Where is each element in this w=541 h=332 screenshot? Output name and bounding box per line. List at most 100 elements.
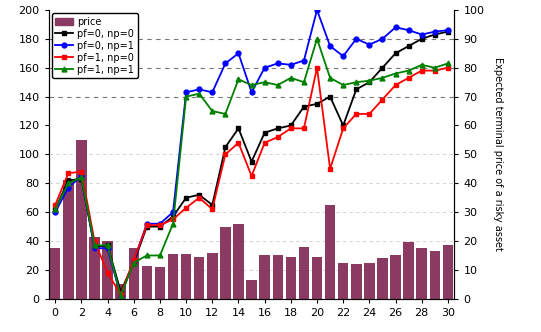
pf=1, np=0 xyxy=(314,66,320,70)
pf=0, np=1 xyxy=(327,44,333,48)
Bar xyxy=(233,224,243,299)
Bar xyxy=(404,242,414,299)
pf=1, np=1 xyxy=(340,83,346,87)
Bar xyxy=(390,256,401,299)
pf=0, np=1 xyxy=(52,210,58,214)
Bar xyxy=(246,280,257,299)
pf=1, np=0 xyxy=(78,170,84,174)
Bar xyxy=(351,264,361,299)
pf=1, np=0 xyxy=(170,217,176,221)
pf=1, np=0 xyxy=(288,126,294,130)
pf=1, np=0 xyxy=(196,196,202,200)
pf=0, np=0 xyxy=(261,131,268,135)
pf=0, np=0 xyxy=(78,177,84,181)
pf=1, np=1 xyxy=(78,176,84,180)
pf=0, np=1 xyxy=(130,259,137,263)
Bar xyxy=(155,267,165,299)
pf=0, np=0 xyxy=(222,145,229,149)
pf=1, np=1 xyxy=(379,76,386,80)
pf=0, np=1 xyxy=(261,66,268,70)
pf=1, np=0 xyxy=(52,203,58,207)
pf=1, np=1 xyxy=(432,66,438,70)
pf=1, np=1 xyxy=(170,222,176,226)
pf=0, np=0 xyxy=(445,30,451,34)
pf=1, np=0 xyxy=(379,98,386,102)
pf=1, np=1 xyxy=(288,76,294,80)
pf=0, np=0 xyxy=(91,245,98,249)
pf=1, np=1 xyxy=(366,79,373,83)
pf=0, np=0 xyxy=(327,95,333,99)
Bar xyxy=(142,266,152,299)
Bar xyxy=(338,263,348,299)
pf=0, np=0 xyxy=(288,124,294,127)
pf=1, np=1 xyxy=(65,181,71,185)
pf=1, np=0 xyxy=(235,141,242,145)
pf=0, np=1 xyxy=(104,246,111,250)
pf=0, np=0 xyxy=(143,224,150,228)
pf=1, np=1 xyxy=(104,243,111,247)
pf=1, np=1 xyxy=(392,71,399,75)
pf=1, np=0 xyxy=(405,76,412,80)
pf=0, np=1 xyxy=(91,246,98,250)
Bar xyxy=(89,237,100,299)
pf=1, np=0 xyxy=(353,112,360,116)
pf=0, np=0 xyxy=(301,105,307,109)
Bar xyxy=(286,257,296,299)
pf=0, np=1 xyxy=(183,90,189,94)
pf=1, np=1 xyxy=(445,61,451,65)
pf=0, np=0 xyxy=(379,66,386,70)
pf=1, np=0 xyxy=(445,66,451,70)
pf=0, np=1 xyxy=(209,90,215,94)
pf=1, np=1 xyxy=(157,254,163,258)
pf=0, np=1 xyxy=(366,42,373,46)
Bar xyxy=(260,256,270,299)
pf=0, np=0 xyxy=(432,33,438,37)
pf=0, np=1 xyxy=(392,25,399,29)
Bar xyxy=(181,254,192,299)
Legend: price, pf=0, np=0, pf=0, np=1, pf=1, np=0, pf=1, np=1: price, pf=0, np=0, pf=0, np=1, pf=1, np=… xyxy=(51,13,137,78)
pf=1, np=1 xyxy=(222,112,229,116)
pf=1, np=1 xyxy=(405,69,412,73)
pf=1, np=0 xyxy=(130,258,137,262)
pf=0, np=0 xyxy=(170,214,176,218)
pf=1, np=0 xyxy=(157,223,163,227)
Bar xyxy=(50,248,61,299)
pf=0, np=1 xyxy=(248,90,255,94)
pf=1, np=1 xyxy=(143,254,150,258)
pf=1, np=1 xyxy=(196,92,202,96)
pf=0, np=0 xyxy=(248,160,255,164)
Bar xyxy=(194,257,204,299)
pf=0, np=1 xyxy=(379,37,386,41)
pf=1, np=1 xyxy=(314,37,320,41)
pf=1, np=0 xyxy=(209,207,215,211)
Line: pf=0, np=1: pf=0, np=1 xyxy=(53,8,450,298)
Bar xyxy=(364,263,374,299)
pf=0, np=0 xyxy=(209,203,215,207)
pf=0, np=1 xyxy=(445,28,451,32)
Bar xyxy=(377,258,388,299)
pf=0, np=0 xyxy=(157,224,163,228)
pf=0, np=0 xyxy=(314,102,320,106)
pf=1, np=1 xyxy=(209,109,215,113)
Bar xyxy=(102,241,113,299)
pf=1, np=1 xyxy=(117,294,124,298)
pf=0, np=1 xyxy=(432,30,438,34)
pf=0, np=1 xyxy=(157,222,163,226)
pf=0, np=0 xyxy=(130,261,137,265)
pf=0, np=1 xyxy=(143,222,150,226)
pf=1, np=0 xyxy=(117,292,124,296)
pf=1, np=1 xyxy=(130,261,137,265)
pf=1, np=0 xyxy=(65,171,71,175)
pf=0, np=0 xyxy=(183,196,189,200)
pf=0, np=1 xyxy=(288,63,294,67)
pf=0, np=1 xyxy=(170,210,176,214)
pf=1, np=0 xyxy=(274,135,281,139)
pf=1, np=0 xyxy=(261,141,268,145)
Bar xyxy=(168,254,179,299)
Bar xyxy=(430,251,440,299)
pf=1, np=1 xyxy=(353,80,360,84)
pf=1, np=1 xyxy=(91,243,98,247)
pf=1, np=0 xyxy=(366,112,373,116)
Bar xyxy=(129,248,139,299)
pf=1, np=0 xyxy=(143,223,150,227)
